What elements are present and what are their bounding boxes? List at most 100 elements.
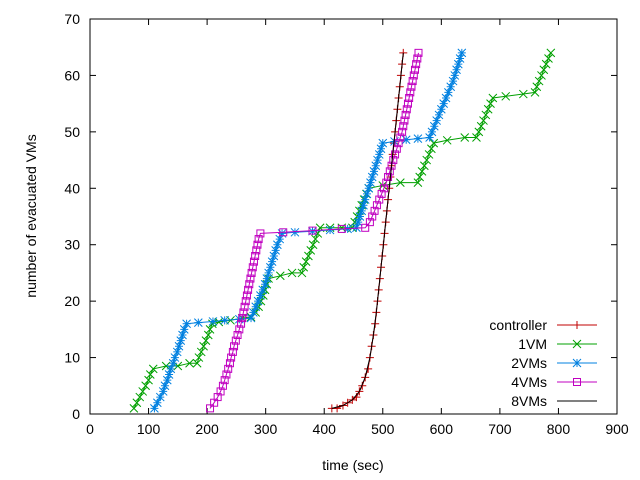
data-point: [216, 387, 225, 396]
data-point: [249, 257, 258, 266]
data-point: [378, 138, 388, 148]
data-point: [368, 212, 377, 221]
data-point: [400, 116, 409, 125]
x-tick-label: 400: [313, 421, 337, 437]
data-point: [242, 291, 251, 300]
data-point: [419, 161, 429, 171]
series-line-4vms: [209, 52, 419, 409]
legend-marker: [573, 321, 581, 329]
series-line-8vms: [331, 52, 404, 409]
x-tick-label: 300: [254, 421, 278, 437]
data-point: [479, 116, 488, 125]
data-point: [277, 229, 287, 238]
data-point: [541, 59, 551, 69]
series-line-controller: [331, 52, 404, 409]
data-point: [138, 387, 148, 396]
data-point: [407, 82, 416, 91]
data-point: [373, 155, 382, 165]
data-point: [403, 99, 412, 108]
data-point: [359, 200, 368, 210]
data-point: [539, 65, 549, 75]
data-point: [488, 93, 498, 103]
data-point: [391, 150, 400, 159]
legend-marker: [572, 358, 582, 368]
data-point: [224, 364, 233, 373]
series-1vm: [129, 48, 556, 413]
data-point: [415, 172, 425, 182]
data-point: [258, 285, 268, 295]
data-point: [162, 375, 172, 385]
data-point: [193, 318, 203, 327]
legend-label: 4VMs: [511, 374, 547, 390]
data-point: [251, 302, 261, 312]
data-point: [246, 274, 255, 283]
data-point: [446, 82, 456, 92]
data-point: [534, 76, 544, 86]
legend-item-2vms: 2VMs: [511, 355, 597, 371]
data-point: [160, 381, 170, 391]
data-point: [424, 150, 434, 159]
data-point: [436, 104, 446, 114]
data-point: [252, 246, 261, 255]
data-point: [546, 48, 556, 58]
data-point: [370, 206, 379, 215]
data-point: [262, 274, 272, 283]
data-point: [304, 251, 313, 261]
data-point: [377, 189, 386, 198]
data-point: [409, 71, 418, 80]
legend-label: 2VMs: [511, 355, 547, 371]
data-point: [398, 127, 407, 136]
data-point: [166, 364, 176, 374]
y-tick-label: 60: [64, 67, 80, 83]
data-point: [429, 138, 439, 148]
data-point: [275, 271, 285, 281]
data-point: [385, 167, 394, 176]
data-point: [372, 201, 381, 210]
data-point: [222, 370, 231, 379]
data-point: [220, 315, 230, 325]
data-point: [172, 347, 182, 357]
data-point: [218, 381, 227, 390]
data-point: [376, 144, 386, 154]
data-point: [422, 155, 432, 165]
data-point: [245, 280, 254, 289]
data-point: [361, 223, 370, 232]
data-point: [179, 325, 189, 334]
data-point: [425, 133, 434, 142]
data-point: [414, 48, 423, 57]
data-point: [371, 161, 381, 171]
legend-item-controller: controller: [489, 317, 597, 333]
data-point: [337, 224, 346, 233]
data-point: [178, 330, 187, 340]
data-point: [401, 110, 410, 119]
x-tick-label: 0: [86, 421, 94, 437]
data-point: [192, 358, 202, 368]
data-point: [413, 134, 423, 143]
data-point: [275, 234, 285, 244]
data-point: [168, 358, 178, 368]
data-point: [355, 212, 365, 221]
data-point: [251, 252, 260, 260]
legend-item-1vm: 1VM: [518, 336, 597, 352]
y-tick-label: 20: [64, 293, 80, 309]
data-point: [486, 99, 495, 108]
data-point: [413, 178, 423, 187]
data-point: [290, 227, 300, 237]
data-point: [279, 228, 288, 237]
data-point: [394, 139, 403, 148]
data-point: [427, 127, 437, 137]
data-point: [237, 319, 246, 328]
data-point: [155, 392, 165, 402]
data-point: [148, 364, 158, 374]
series-controller: [327, 48, 408, 413]
legend: controller 1VM 2VMs 4VMs 8VMs: [489, 317, 597, 409]
data-point: [455, 54, 465, 63]
data-point: [311, 234, 320, 244]
y-tick-label: 70: [64, 11, 80, 27]
data-point: [442, 135, 452, 145]
data-point: [410, 65, 419, 74]
data-point: [367, 172, 377, 182]
data-point: [144, 375, 153, 385]
data-point: [249, 308, 258, 317]
data-point: [158, 387, 168, 396]
